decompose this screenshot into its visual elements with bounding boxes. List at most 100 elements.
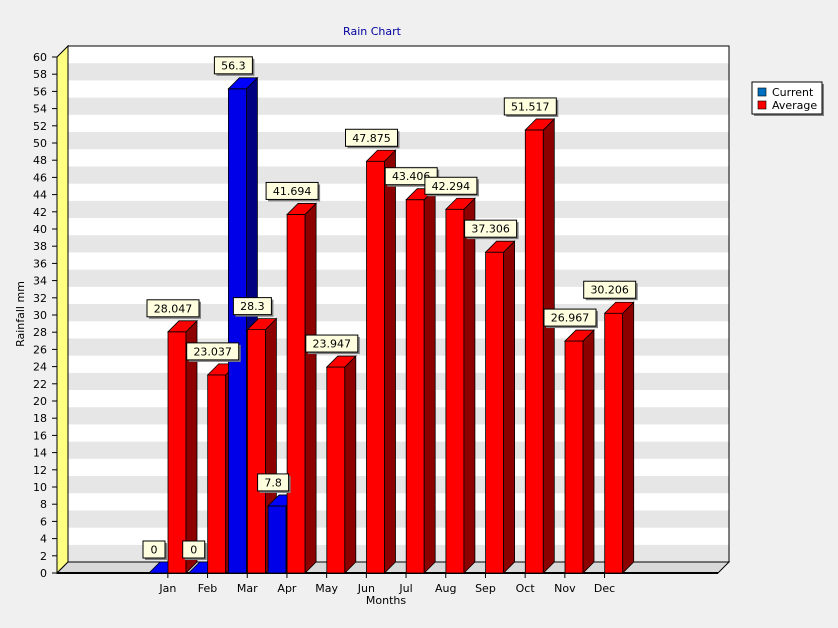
bar-average-front: [366, 160, 385, 574]
data-label-text: 0: [190, 544, 197, 557]
grid-band: [68, 80, 729, 98]
bar-average-front: [524, 129, 544, 574]
grid-band: [68, 235, 729, 253]
bar-average-side: [384, 149, 396, 574]
data-label-box: [265, 181, 319, 200]
y-tick-label: 36: [33, 257, 47, 270]
y-tick-label: 2: [40, 550, 47, 563]
data-label-box: [424, 176, 478, 195]
x-tick-label: Jul: [398, 582, 412, 595]
data-label: 28.3: [232, 297, 274, 317]
data-label-text: 47.875: [352, 132, 391, 145]
y-tick-label: 10: [33, 481, 47, 494]
x-tick-label: Apr: [277, 582, 297, 595]
x-tick-label: Jan: [158, 582, 176, 595]
bar-average-top: [444, 197, 476, 210]
data-label-box: [464, 219, 518, 238]
legend-label: Current: [772, 86, 814, 99]
y-axis-title: Rainfall mm: [14, 281, 27, 347]
bar-average: [286, 202, 318, 574]
data-label-box: [182, 540, 206, 559]
bar-average: [167, 319, 198, 574]
grid-band: [68, 46, 729, 64]
bar-average-front: [207, 374, 227, 574]
y-tick-label: 24: [33, 361, 47, 374]
bar-average-side: [344, 355, 357, 574]
bar-current-top: [227, 77, 259, 90]
data-label: 0: [182, 540, 207, 560]
left-wall: [56, 44, 69, 575]
data-label-text: 28.3: [240, 300, 265, 313]
grid-band: [68, 63, 729, 81]
bar-average: [325, 355, 357, 574]
data-label-text: 42.294: [432, 180, 471, 193]
grid-band: [68, 200, 729, 218]
data-label: 7.8: [257, 473, 291, 493]
y-tick-label: 22: [33, 378, 47, 391]
y-tick-label: 48: [33, 154, 47, 167]
data-label-text: 7.8: [264, 476, 282, 489]
data-label: 42.294: [424, 176, 479, 197]
chart-title: Rain Chart: [343, 25, 402, 38]
bar-average: [444, 197, 476, 574]
data-label-text: 56.3: [221, 59, 246, 72]
data-label: 41.694: [265, 181, 321, 202]
bar-average: [564, 329, 595, 574]
y-tick-label: 52: [33, 120, 47, 133]
data-label-box: [384, 167, 438, 186]
legend-swatch: [757, 87, 767, 97]
bar-average-front: [485, 251, 505, 574]
bar-average-front: [604, 312, 624, 574]
y-tick-label: 6: [40, 515, 47, 528]
data-label-box: [186, 342, 240, 361]
data-label-box: [305, 334, 359, 353]
data-label-text: 28.047: [154, 302, 193, 315]
legend-label: Average: [772, 99, 817, 112]
y-tick-label: 18: [33, 412, 47, 425]
bar-average: [603, 301, 635, 574]
data-label-text: 0: [151, 544, 158, 557]
bar-average-top: [325, 355, 357, 368]
data-label: 43.406: [384, 167, 440, 187]
x-tick-label: Jun: [357, 582, 375, 595]
bar-average-top: [167, 320, 198, 333]
bar-current-front: [267, 505, 287, 574]
data-label-box: [213, 56, 253, 75]
data-label: 0: [142, 540, 167, 560]
x-tick-label: Dec: [594, 582, 615, 595]
bar-average-front: [445, 208, 465, 574]
y-tick-label: 12: [33, 464, 47, 477]
data-label-box: [257, 473, 290, 492]
data-label-box: [345, 128, 398, 147]
bar-average: [365, 149, 397, 574]
x-tick-label: Aug: [435, 582, 456, 595]
bar-average-side: [503, 240, 515, 574]
y-tick-label: 0: [40, 567, 47, 580]
bar-average: [405, 187, 437, 574]
bar-average: [484, 240, 516, 574]
y-tick-label: 14: [33, 447, 47, 460]
data-label: 26.967: [543, 308, 598, 329]
y-tick-label: 44: [33, 189, 47, 202]
grid-band: [68, 97, 729, 115]
y-tick-label: 54: [33, 103, 47, 116]
data-label-text: 23.947: [313, 338, 352, 351]
bar-average-front: [326, 366, 346, 574]
data-label: 51.517: [503, 97, 559, 117]
data-label-text: 51.517: [511, 100, 550, 113]
bar-average: [246, 317, 278, 574]
data-label-text: 41.694: [273, 185, 312, 198]
bar-average-top: [286, 203, 318, 215]
y-tick-label: 34: [33, 275, 47, 288]
grid-band: [68, 114, 729, 132]
y-tick-label: 30: [33, 309, 47, 322]
bar-average-front: [246, 329, 266, 574]
bar-average-side: [423, 187, 436, 574]
data-label-box: [583, 280, 637, 299]
data-label-text: 37.306: [471, 223, 510, 236]
bar-average-top: [603, 301, 635, 314]
x-tick-label: Sep: [475, 582, 496, 595]
